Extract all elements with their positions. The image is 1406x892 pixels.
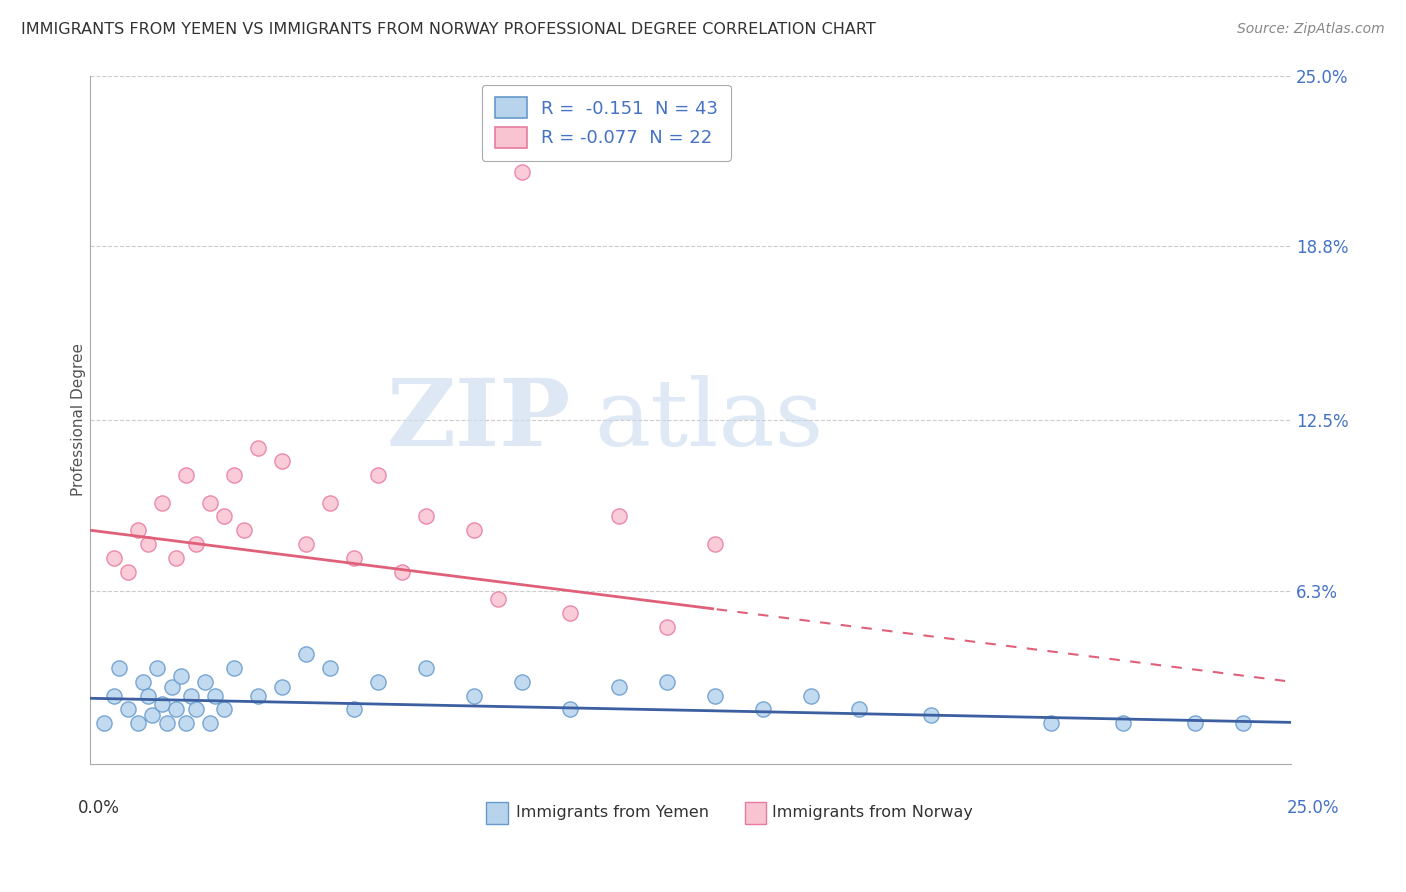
Point [920, 707, 942, 722]
Point [127, 523, 149, 537]
Point [107, 661, 129, 675]
Point [848, 702, 870, 716]
Bar [745, 802, 766, 823]
Point [703, 537, 725, 551]
Point [117, 702, 139, 716]
Point [222, 468, 245, 483]
Point [174, 468, 197, 483]
Point [1184, 716, 1206, 731]
Point [512, 674, 534, 689]
Point [512, 165, 534, 179]
Point [367, 674, 389, 689]
Text: IMMIGRANTS FROM YEMEN VS IMMIGRANTS FROM NORWAY PROFESSIONAL DEGREE CORRELATION : IMMIGRANTS FROM YEMEN VS IMMIGRANTS FROM… [21, 22, 876, 37]
Point [174, 716, 197, 731]
Point [184, 537, 207, 551]
Point [343, 702, 366, 716]
Point [607, 680, 630, 694]
Point [271, 454, 294, 468]
Point [160, 680, 183, 694]
Bar [486, 802, 508, 823]
Text: 25.0%: 25.0% [1286, 799, 1340, 817]
Point [150, 697, 173, 711]
Point [343, 550, 366, 565]
Point [146, 661, 169, 675]
Point [800, 689, 823, 703]
Text: Immigrants from Yemen: Immigrants from Yemen [516, 805, 710, 820]
Point [271, 680, 294, 694]
Point [93, 716, 115, 731]
Point [463, 689, 485, 703]
Point [170, 669, 193, 683]
Text: atlas: atlas [595, 375, 824, 465]
Point [1232, 716, 1254, 731]
Point [751, 702, 773, 716]
Point [156, 716, 179, 731]
Point [391, 565, 413, 579]
Point [204, 689, 226, 703]
Point [165, 702, 187, 716]
Point [247, 689, 270, 703]
Point [319, 495, 342, 509]
Point [180, 689, 202, 703]
Point [560, 702, 582, 716]
Legend: R =  -0.151  N = 43, R = -0.077  N = 22: R = -0.151 N = 43, R = -0.077 N = 22 [482, 85, 731, 161]
Text: Immigrants from Norway: Immigrants from Norway [772, 805, 973, 820]
Point [127, 716, 149, 731]
Point [103, 550, 125, 565]
Point [1112, 716, 1135, 731]
Point [198, 495, 221, 509]
Point [367, 468, 389, 483]
Point [295, 647, 318, 661]
Point [232, 523, 254, 537]
Point [463, 523, 485, 537]
Point [150, 495, 173, 509]
Point [222, 661, 245, 675]
Point [141, 707, 163, 722]
Point [1040, 716, 1063, 731]
Point [295, 537, 318, 551]
Point [415, 661, 437, 675]
Point [165, 550, 187, 565]
Point [198, 716, 221, 731]
Point [655, 674, 678, 689]
Point [703, 689, 725, 703]
Point [184, 702, 207, 716]
Point [117, 565, 139, 579]
Point [194, 674, 217, 689]
Point [655, 620, 678, 634]
Y-axis label: Professional Degree: Professional Degree [72, 343, 86, 497]
Point [136, 689, 159, 703]
Point [486, 592, 509, 607]
Point [214, 509, 236, 524]
Point [247, 441, 270, 455]
Point [136, 537, 159, 551]
Point [319, 661, 342, 675]
Point [415, 509, 437, 524]
Text: ZIP: ZIP [387, 375, 571, 465]
Point [103, 689, 125, 703]
Text: 0.0%: 0.0% [77, 799, 120, 817]
Point [560, 606, 582, 620]
Point [132, 674, 155, 689]
Point [607, 509, 630, 524]
Point [214, 702, 236, 716]
Text: Source: ZipAtlas.com: Source: ZipAtlas.com [1237, 22, 1385, 37]
